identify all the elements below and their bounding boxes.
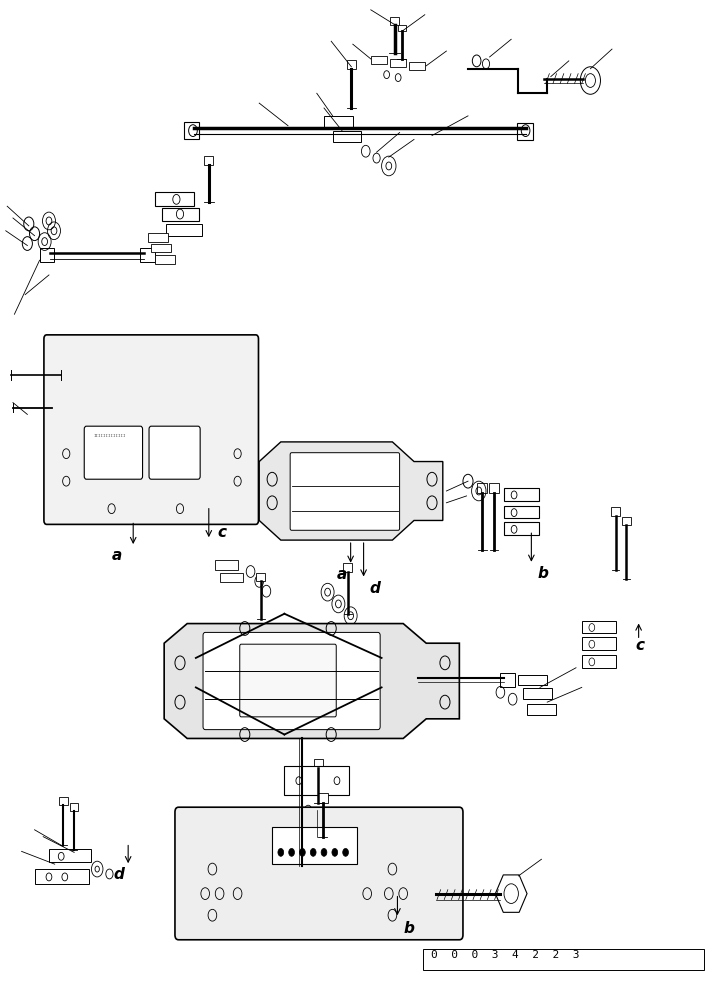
FancyBboxPatch shape xyxy=(504,488,539,501)
Circle shape xyxy=(332,848,338,856)
Circle shape xyxy=(300,848,305,856)
FancyBboxPatch shape xyxy=(148,233,168,242)
Circle shape xyxy=(289,848,294,856)
Text: a: a xyxy=(112,548,122,563)
FancyBboxPatch shape xyxy=(166,224,202,236)
FancyBboxPatch shape xyxy=(84,426,143,479)
FancyBboxPatch shape xyxy=(582,621,616,633)
FancyBboxPatch shape xyxy=(40,248,54,262)
FancyBboxPatch shape xyxy=(318,793,328,803)
FancyBboxPatch shape xyxy=(343,563,353,572)
FancyBboxPatch shape xyxy=(390,59,406,67)
FancyBboxPatch shape xyxy=(423,949,704,970)
FancyBboxPatch shape xyxy=(347,60,356,69)
FancyBboxPatch shape xyxy=(500,673,515,687)
FancyBboxPatch shape xyxy=(409,62,425,70)
FancyBboxPatch shape xyxy=(155,255,175,264)
FancyBboxPatch shape xyxy=(44,335,258,524)
FancyBboxPatch shape xyxy=(398,25,406,31)
Text: IIIIIIIIIIIII: IIIIIIIIIIIII xyxy=(94,434,126,438)
FancyBboxPatch shape xyxy=(582,637,616,650)
FancyBboxPatch shape xyxy=(523,688,552,699)
FancyBboxPatch shape xyxy=(611,507,621,516)
FancyBboxPatch shape xyxy=(155,192,194,206)
FancyBboxPatch shape xyxy=(489,483,499,493)
FancyBboxPatch shape xyxy=(149,426,200,479)
FancyBboxPatch shape xyxy=(162,208,199,221)
FancyBboxPatch shape xyxy=(390,17,399,25)
Text: c: c xyxy=(217,525,226,540)
FancyBboxPatch shape xyxy=(527,704,556,715)
Text: b: b xyxy=(403,921,414,936)
FancyBboxPatch shape xyxy=(333,131,361,142)
FancyBboxPatch shape xyxy=(290,453,400,530)
Polygon shape xyxy=(164,624,459,738)
Circle shape xyxy=(343,848,348,856)
FancyBboxPatch shape xyxy=(477,483,487,493)
FancyBboxPatch shape xyxy=(35,869,89,884)
FancyBboxPatch shape xyxy=(518,675,547,685)
FancyBboxPatch shape xyxy=(284,766,349,795)
Circle shape xyxy=(278,848,284,856)
FancyBboxPatch shape xyxy=(314,759,323,768)
Text: c: c xyxy=(636,638,645,653)
Polygon shape xyxy=(259,442,443,540)
FancyBboxPatch shape xyxy=(184,122,199,139)
FancyBboxPatch shape xyxy=(272,827,357,864)
FancyBboxPatch shape xyxy=(151,244,171,252)
FancyBboxPatch shape xyxy=(582,655,616,668)
FancyBboxPatch shape xyxy=(49,849,91,862)
FancyBboxPatch shape xyxy=(204,156,213,165)
FancyBboxPatch shape xyxy=(517,123,533,140)
Text: d: d xyxy=(369,581,380,596)
FancyBboxPatch shape xyxy=(256,573,265,581)
Text: d: d xyxy=(114,867,125,882)
FancyBboxPatch shape xyxy=(622,517,631,525)
FancyBboxPatch shape xyxy=(324,116,353,128)
Text: a: a xyxy=(336,568,346,582)
Text: b: b xyxy=(537,567,548,581)
FancyBboxPatch shape xyxy=(140,248,155,262)
FancyBboxPatch shape xyxy=(203,632,380,730)
FancyBboxPatch shape xyxy=(240,644,336,717)
FancyBboxPatch shape xyxy=(59,797,68,805)
FancyBboxPatch shape xyxy=(175,807,463,940)
FancyBboxPatch shape xyxy=(215,560,238,570)
FancyBboxPatch shape xyxy=(504,506,539,518)
Text: 0  0  0  3  4  2  2  3: 0 0 0 3 4 2 2 3 xyxy=(431,951,579,960)
FancyBboxPatch shape xyxy=(371,56,387,64)
Circle shape xyxy=(321,848,327,856)
Polygon shape xyxy=(495,875,527,912)
FancyBboxPatch shape xyxy=(504,522,539,535)
FancyBboxPatch shape xyxy=(220,573,243,582)
FancyBboxPatch shape xyxy=(70,803,78,811)
Circle shape xyxy=(310,848,316,856)
